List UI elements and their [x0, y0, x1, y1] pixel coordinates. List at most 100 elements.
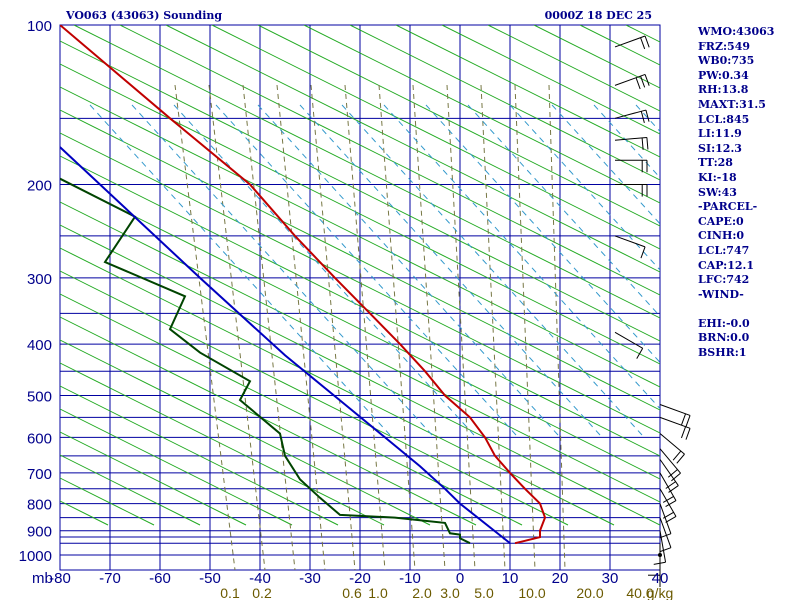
wind-barb-flag [667, 469, 678, 478]
wind-barb [614, 35, 650, 50]
moist-adiabat [344, 84, 386, 570]
wind-barb-flag [685, 428, 691, 440]
wind-barb-flag [645, 109, 650, 122]
stability-index: SW:43 [698, 185, 737, 199]
stability-index: PW:0.34 [698, 68, 749, 82]
dry-adiabat [211, 25, 660, 250]
wind-barb-staff [614, 73, 646, 86]
stability-index: BRN:0.0 [698, 331, 750, 345]
stability-index: LFC:742 [698, 273, 750, 287]
dry-adiabat [60, 247, 615, 526]
mixing-ratio-line [131, 104, 433, 436]
mixing-ratio-line [299, 104, 601, 436]
pressure-tick-label: 400 [27, 337, 52, 354]
stability-index [698, 302, 774, 317]
wind-barb [614, 136, 649, 150]
pressure-tick-label: 600 [27, 430, 52, 447]
wind-barb-staff [659, 448, 681, 474]
stability-index: LI:11.9 [698, 127, 742, 141]
wind-barb [659, 448, 681, 482]
calm-wind-dot [658, 553, 662, 557]
mixing-ratio-label: 0.6 [342, 585, 362, 600]
wind-barb-flag [680, 426, 687, 439]
stability-index: EHI:-0.0 [698, 316, 750, 330]
moist-adiabat [242, 84, 296, 570]
dry-adiabat [60, 270, 569, 526]
wind-barb-flag [640, 75, 646, 88]
wind-barb [659, 404, 691, 427]
wind-barb-staff [614, 109, 647, 119]
parcel-path [60, 146, 511, 544]
mixing-ratio-label: 10.0 [518, 585, 545, 600]
temperature-profile [60, 25, 547, 545]
mixing-ratio-label: 3.0 [440, 585, 460, 600]
dry-adiabat [441, 25, 660, 135]
dry-adiabat [60, 201, 660, 503]
temperature-tick-label: 20 [552, 570, 569, 587]
stability-index: SI:12.3 [698, 141, 742, 155]
mixing-ratio-line [89, 104, 391, 436]
dry-adiabat [60, 86, 660, 388]
plot-frame [59, 24, 661, 571]
wind-barb [614, 73, 650, 90]
moist-adiabat [378, 84, 416, 570]
wind-barb-flag [640, 246, 646, 259]
stability-index: WMO:43063 [698, 25, 775, 38]
mixing-ratio-lines [89, 104, 660, 436]
wind-barb-flag [680, 413, 687, 426]
moist-adiabat [276, 84, 326, 570]
dry-adiabat [60, 316, 477, 526]
wind-barb [614, 331, 644, 359]
mixing-ratio-label: 2.0 [412, 585, 432, 600]
wind-barb-flag [676, 453, 685, 464]
wind-barb-flag [636, 348, 644, 359]
wind-barb [614, 109, 650, 124]
temperature-tick-label: -20 [349, 570, 371, 587]
wind-barb [615, 159, 648, 173]
dry-adiabat [60, 109, 660, 411]
wind-barb-flag [668, 485, 679, 493]
stability-index: MAXT:31.5 [698, 97, 766, 111]
dry-adiabat [60, 155, 660, 457]
mixing-ratio-label: 0.1 [220, 585, 240, 600]
dry-adiabat [60, 40, 660, 342]
stability-index: CINH:0 [698, 229, 745, 243]
wind-barb-staff [659, 459, 679, 486]
stability-index: LCL:845 [698, 112, 750, 126]
wind-barb-staff [659, 433, 685, 455]
stability-index: CAP:12.1 [698, 258, 755, 272]
temperature-tick-label: -40 [249, 570, 271, 587]
dry-adiabat [60, 63, 660, 365]
pressure-tick-label: 800 [27, 497, 52, 514]
mixing-ratio-label: 20.0 [576, 585, 603, 600]
wind-barb-flag [644, 35, 650, 48]
moist-adiabat [548, 84, 566, 570]
wind-barb-staff [614, 35, 646, 48]
wind-barb-flag [665, 516, 677, 523]
wind-barb-staff [659, 416, 691, 429]
dry-adiabat [487, 25, 660, 112]
wind-barb-staff [614, 331, 643, 349]
wind-barb-flag [672, 450, 682, 461]
mixing-ratio-label: 40.0 [626, 585, 653, 600]
wind-barb-staff [659, 530, 667, 563]
mixing-ratio-label: 0.2 [252, 585, 272, 600]
isobar-isotherm-grid [59, 24, 661, 571]
wind-barb-flag [659, 547, 672, 553]
moist-adiabat [208, 84, 266, 570]
dry-adiabat [60, 431, 247, 526]
dry-adiabat [60, 500, 109, 526]
temperature-tick-label: -30 [299, 570, 321, 587]
dry-adiabat [60, 132, 660, 434]
dewpoint-profile [60, 177, 471, 545]
dry-adiabat [257, 25, 660, 227]
wind-barb-staff [659, 404, 691, 416]
moist-adiabat [310, 84, 356, 570]
pressure-tick-label: 700 [27, 466, 52, 483]
moist-adiabats [174, 84, 566, 570]
wind-barb-flag [635, 77, 641, 90]
stability-index: FRZ:549 [698, 39, 751, 53]
wind-barb-staff [659, 472, 677, 501]
